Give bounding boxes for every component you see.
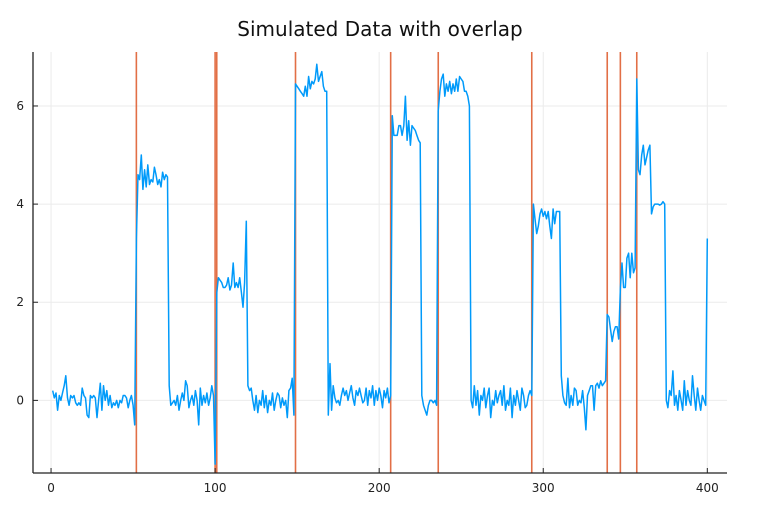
y-tick-label: 4 (16, 197, 24, 211)
vertical-lines (135, 52, 638, 473)
y-tick-label: 2 (16, 295, 24, 309)
y-tick-label: 6 (16, 99, 24, 113)
data-series-line (51, 63, 709, 465)
tick-labels: 0 100 200 300 400 0 2 4 6 (16, 99, 718, 495)
x-tick-label: 100 (204, 481, 227, 495)
series-group (51, 63, 709, 465)
x-tick-label: 0 (47, 481, 55, 495)
axes (32, 52, 727, 474)
chart-title: Simulated Data with overlap (237, 17, 522, 41)
y-tick-label: 0 (16, 393, 24, 407)
x-tick-label: 400 (696, 481, 719, 495)
x-tick-label: 200 (368, 481, 391, 495)
x-tick-label: 300 (532, 481, 555, 495)
